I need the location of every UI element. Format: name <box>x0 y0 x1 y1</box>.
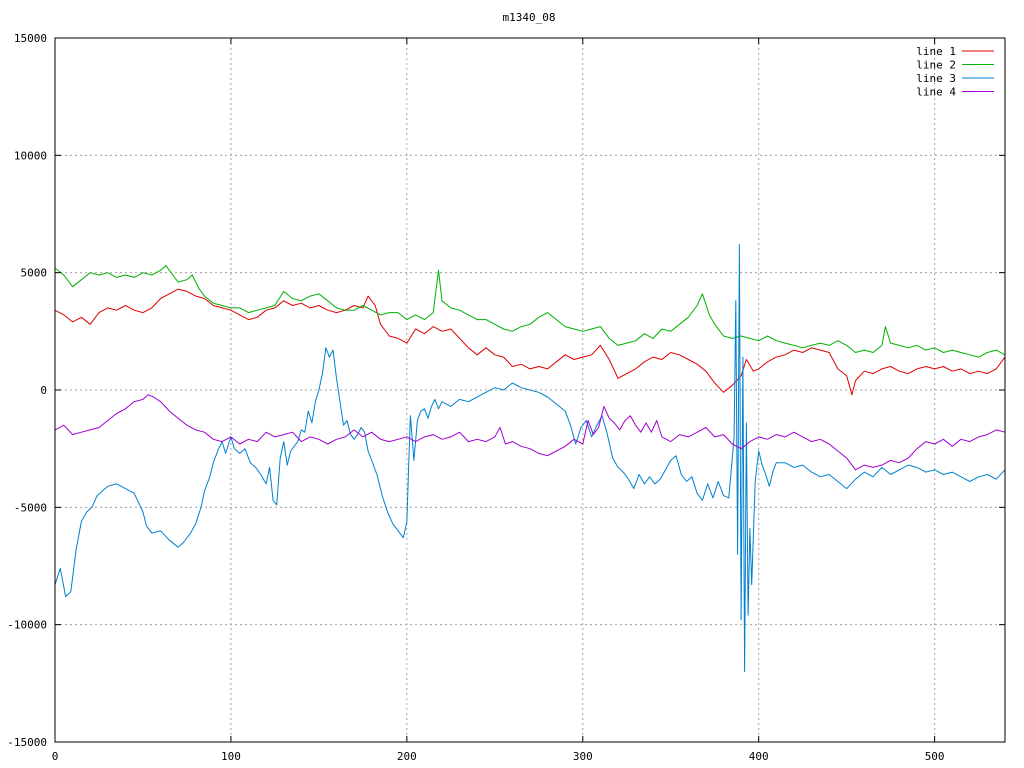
series-line-4 <box>54 394 1006 471</box>
y-tick-label: -15000 <box>7 736 47 749</box>
legend-label-3: line 3 <box>916 72 956 85</box>
y-tick-label: 10000 <box>14 149 47 162</box>
series-line-2 <box>54 265 1006 358</box>
series-line-3 <box>54 244 1006 673</box>
series-lines <box>54 244 1006 673</box>
legend-label-4: line 4 <box>916 86 956 99</box>
grid-lines <box>55 38 1005 742</box>
x-tick-label: 400 <box>749 750 769 763</box>
legend-label-1: line 1 <box>916 45 956 58</box>
x-tick-label: 500 <box>925 750 945 763</box>
y-tick-label: -5000 <box>14 501 47 514</box>
x-tick-label: 200 <box>397 750 417 763</box>
axis-ticks: 0 100 200 300 400 500 -15000 -10000 -5000 0 5000 10… <box>7 32 1005 763</box>
legend-label-2: line 2 <box>916 59 956 72</box>
y-tick-label: 0 <box>40 384 47 397</box>
x-tick-label: 0 <box>52 750 59 763</box>
y-tick-label: 5000 <box>21 267 48 280</box>
chart-title: m1340_08 <box>503 11 556 24</box>
x-tick-label: 300 <box>573 750 593 763</box>
y-tick-label: 15000 <box>14 32 47 45</box>
series-line-1 <box>54 288 1006 396</box>
y-tick-label: -10000 <box>7 619 47 632</box>
x-tick-label: 100 <box>221 750 241 763</box>
